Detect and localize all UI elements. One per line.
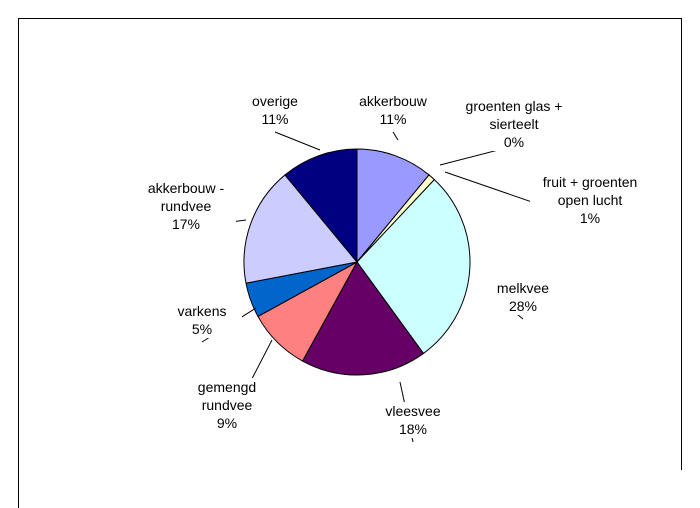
category-label: varkens xyxy=(177,303,227,319)
pie-slice xyxy=(243,174,358,284)
leader-line xyxy=(392,131,399,141)
slice-label: melkvee 28% xyxy=(483,279,563,315)
slice-label: gemengd rundvee 9% xyxy=(187,378,267,432)
slice-label: overige 11% xyxy=(235,92,315,128)
category-label: akkerbouw - rundvee xyxy=(147,180,225,214)
slice-label: akkerbouw - rundvee 17% xyxy=(136,179,236,233)
value-label: 9% xyxy=(216,415,238,431)
slice-label: varkens 5% xyxy=(162,302,242,338)
category-label: melkvee xyxy=(496,280,550,296)
category-label: akkerbouw xyxy=(359,93,427,109)
slice-label: groenten glas + sierteelt 0% xyxy=(444,97,584,151)
value-label: 17% xyxy=(171,216,201,232)
category-label: overige xyxy=(252,93,298,109)
value-label: 11% xyxy=(261,111,289,127)
slice-label: fruit + groenten open lucht 1% xyxy=(530,173,650,227)
category-label: fruit + groenten open lucht xyxy=(542,174,638,208)
pie-slice xyxy=(301,261,425,376)
value-label: 0% xyxy=(503,134,525,150)
category-label: gemengd rundvee xyxy=(197,379,257,413)
value-label: 18% xyxy=(398,421,428,437)
chart-frame xyxy=(18,18,682,508)
value-label: 28% xyxy=(508,298,538,314)
leader-line xyxy=(274,131,321,151)
slice-label: vleesvee 18% xyxy=(368,402,458,438)
value-label: 5% xyxy=(191,321,213,337)
pie-slice xyxy=(356,148,430,264)
slice-label: akkerbouw 11% xyxy=(343,92,443,128)
pie-slice xyxy=(356,178,471,355)
category-label: groenten glas + sierteelt xyxy=(465,98,563,132)
value-label: 11% xyxy=(379,111,407,127)
value-label: 1% xyxy=(579,210,601,226)
pie-slice xyxy=(284,148,358,264)
category-label: vleesvee xyxy=(385,403,441,419)
